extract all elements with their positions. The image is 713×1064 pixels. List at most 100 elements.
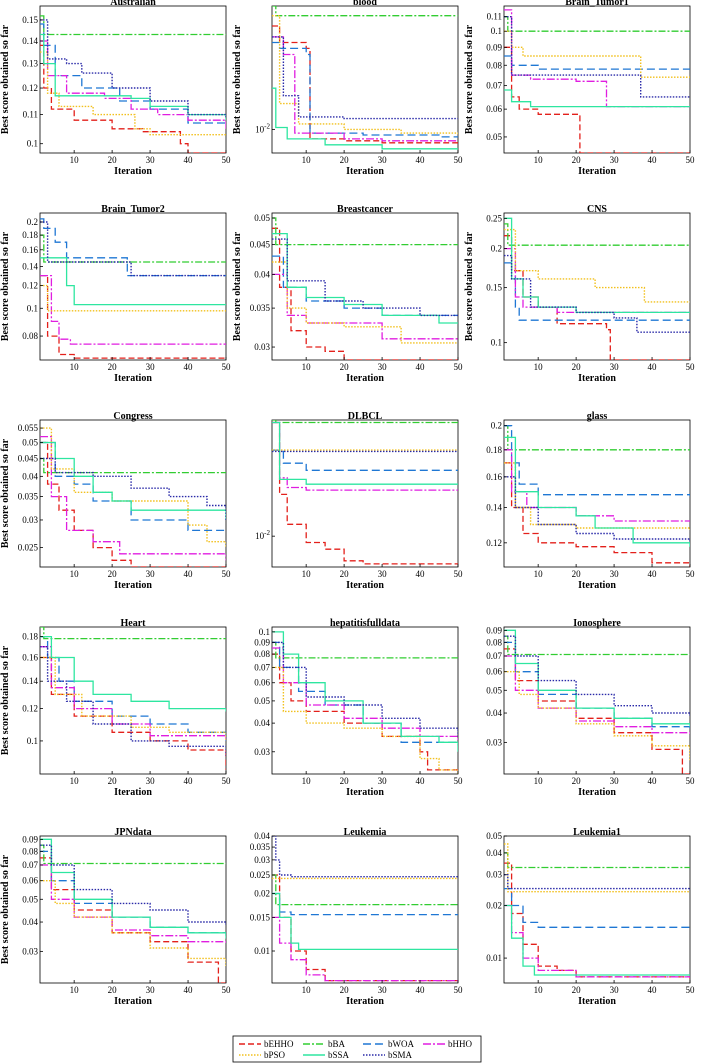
series-bssa-line: [504, 436, 690, 547]
series-bba-line: [40, 627, 226, 640]
y-tick-label: 0.08: [486, 60, 502, 70]
plot-area: [271, 419, 459, 568]
series-bssa-line: [504, 89, 690, 108]
y-tick-label: 0.02: [254, 889, 270, 899]
plot-area: [271, 835, 459, 984]
series-bsma-line: [40, 221, 226, 277]
series-bwoa-line: [504, 425, 690, 497]
series-bba-line: [272, 420, 458, 424]
plot-area: [39, 626, 227, 775]
y-tick-label: 0.03: [254, 342, 270, 352]
y-tick-label: 0.09: [486, 42, 502, 52]
y-tick-label: 0.04: [486, 848, 502, 858]
legend-label: bBA: [328, 1039, 346, 1049]
series-bssa-line: [40, 838, 226, 939]
x-tick-label: 40: [416, 155, 426, 165]
y-tick-label: 0.035: [18, 492, 39, 502]
x-tick-label: 50: [454, 362, 464, 372]
y-tick-label: 0.05: [486, 831, 502, 841]
subplot-leukemia1: 10 20 30 40 50 0.01 0.02 0.03 0.04 0.05 Leukemia1 I…: [486, 827, 695, 1007]
x-tick-label: 30: [610, 776, 620, 786]
x-tick-label: 50: [686, 985, 696, 995]
series-group: [504, 629, 690, 774]
series-bhho-line: [272, 273, 458, 340]
x-tick-label: 20: [572, 155, 582, 165]
y-tick-label: 0.04: [254, 718, 270, 728]
x-tick-label: 10: [534, 155, 544, 165]
x-tick-label: 30: [378, 155, 388, 165]
x-tick-label: 40: [184, 776, 194, 786]
x-axis-label: Iteration: [346, 166, 384, 177]
y-tick-label: 0.2: [27, 217, 38, 227]
series-bba-line: [504, 223, 690, 246]
y-tick-label: 0.2: [491, 244, 502, 254]
plot-area: [271, 212, 459, 361]
subplot-title: Breastcancer: [337, 204, 393, 215]
series-bsma-line: [272, 641, 458, 737]
x-tick-label: 30: [146, 362, 156, 372]
y-tick-label: 0.07: [254, 662, 270, 672]
y-tick-label: 0.02: [486, 901, 502, 911]
y-tick-label: 0.045: [18, 453, 39, 463]
y-tick-label: 0.05: [486, 132, 502, 142]
subplot-title: Australian: [110, 0, 156, 8]
y-tick-label: 0.1: [491, 26, 502, 36]
y-axis-label: Best score obtained so far: [232, 24, 243, 134]
y-tick-label: 0.18: [22, 632, 38, 642]
series-bssa-line: [40, 635, 226, 712]
x-tick-label: 20: [108, 569, 118, 579]
y-tick-label: 0.025: [250, 870, 271, 880]
plot-area: [39, 419, 227, 568]
y-tick-label: 0.12: [486, 538, 502, 548]
x-tick-label: 50: [222, 155, 232, 165]
series-bsma-line: [272, 238, 458, 317]
x-axis-label: Iteration: [578, 373, 616, 384]
series-bssa-line: [272, 421, 458, 485]
subplot-jpndata: 10 20 30 40 50 0.03 0.04 0.05 0.06 0.07 0.08 0.09 JP…: [0, 827, 231, 1007]
x-tick-label: 20: [108, 985, 118, 995]
series-bwoa-line: [40, 23, 226, 124]
series-bhho-line: [504, 247, 690, 314]
x-tick-label: 30: [146, 776, 156, 786]
y-tick-label: 0.14: [22, 36, 38, 46]
x-tick-label: 40: [648, 569, 658, 579]
series-bba-line: [504, 635, 690, 656]
y-tick-label: 0.13: [22, 59, 38, 69]
x-tick-label: 40: [416, 776, 426, 786]
series-bwoa-line: [272, 641, 458, 746]
legend: bEHHO bBA bWOA bHHO bPSO bSSA bSMA: [232, 1035, 482, 1063]
subplot-brain-tumor1: 10 20 30 40 50 0.05 0.06 0.07 0.08 0.09 0.1 0.11 Bra…: [464, 0, 695, 177]
series-bpso-line: [504, 462, 690, 530]
legend-item-bba: bBA: [303, 1039, 346, 1049]
subplot-leukemia: 10 20 30 40 50 0.01 0.015 0.02 0.025 0.03 0.0350.0…: [250, 827, 463, 1007]
subplot-title: CNS: [587, 204, 607, 215]
x-tick-label: 20: [572, 776, 582, 786]
series-group: [272, 6, 458, 150]
y-tick-label: 0.04: [22, 917, 38, 927]
series-bhho-line: [40, 646, 226, 741]
legend-label: bSSA: [328, 1050, 350, 1060]
y-tick-label: 0.06: [486, 104, 502, 114]
subplot-title: blood: [353, 0, 377, 8]
y-tick-label: 0.16: [22, 245, 38, 255]
y-tick-label: 0.05: [254, 696, 270, 706]
x-tick-label: 20: [108, 155, 118, 165]
y-tick-label: 0.14: [22, 676, 38, 686]
y-tick-label: 10-2: [255, 122, 270, 134]
series-bsma-line: [504, 254, 690, 333]
x-axis-label: Iteration: [346, 996, 384, 1007]
plot-area: [39, 212, 227, 361]
series-bpso-line: [504, 228, 690, 303]
y-tick-label: 0.14: [22, 261, 38, 271]
series-group: [40, 218, 226, 359]
y-tick-label: 0.04: [254, 269, 270, 279]
y-tick-label: 0.08: [254, 649, 270, 659]
y-tick-label: 0.06: [22, 876, 38, 886]
y-tick-label: 0.15: [22, 15, 38, 25]
y-tick-label: 10-2: [255, 529, 270, 541]
y-tick-label: 0.015: [250, 912, 271, 922]
y-tick-label: 0.18: [22, 230, 38, 240]
y-axis-label: Best score obtained so far: [0, 231, 11, 341]
series-bpso-line: [40, 656, 226, 741]
series-behho-line: [504, 235, 690, 360]
